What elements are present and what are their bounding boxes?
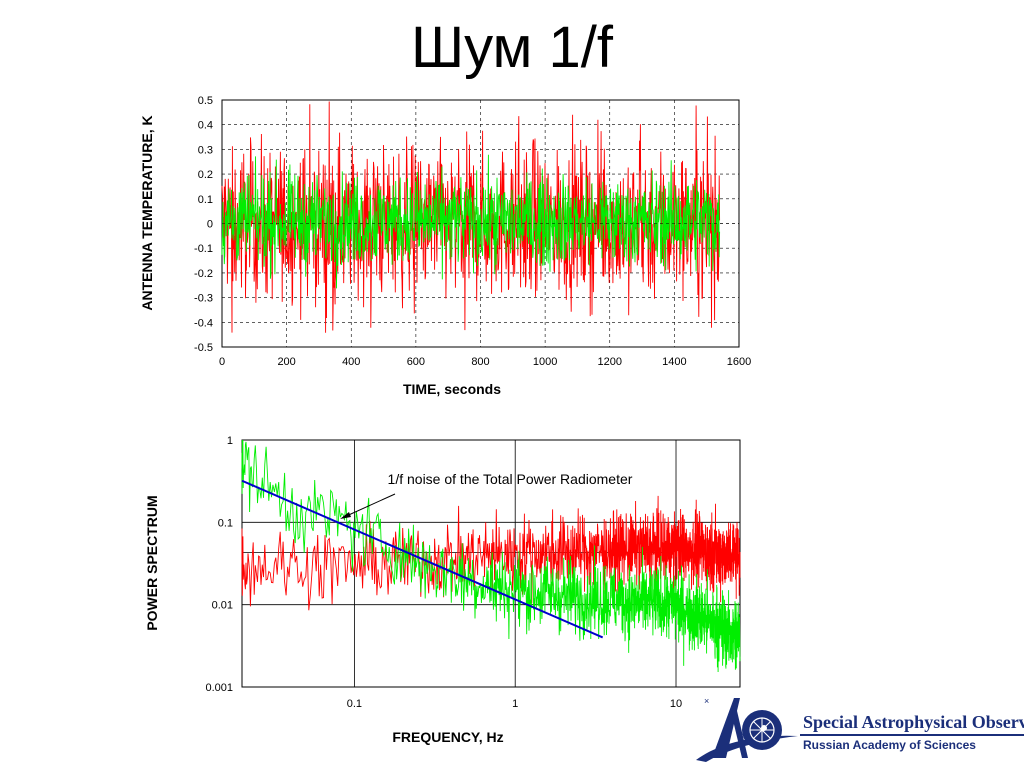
- time-series-chart: 0 200 400 600 800 1000 1200 1400 1600 0.5 0.4 0.3 0.…: [139, 95, 751, 397]
- y-tick-label: -0.1: [194, 243, 213, 255]
- power-spectrum-y-label: POWER SPECTRUM: [144, 495, 160, 630]
- y-tick-label: 0.3: [198, 144, 213, 156]
- power-spectrum-annotation: 1/f noise of the Total Power Radiometer: [388, 471, 633, 487]
- y-tick-label: 0.001: [205, 682, 233, 694]
- x-tick-label: 800: [471, 356, 489, 368]
- x-tick-label: 0.1: [347, 698, 362, 710]
- x-tick-label: 1400: [662, 356, 686, 368]
- y-tick-label: 0.01: [212, 600, 233, 612]
- x-tick-label: 10: [670, 698, 682, 710]
- slide-title: Шум 1/f: [411, 15, 613, 80]
- y-tick-label: 0.4: [198, 120, 213, 132]
- signal-spectrum-line: [241, 495, 741, 611]
- power-spectrum-data: [241, 439, 741, 673]
- y-tick-label: -0.4: [194, 317, 213, 329]
- y-tick-label: 1: [227, 435, 233, 447]
- y-tick-label: 0: [207, 219, 213, 231]
- logo-org-name: Special Astrophysical Observatory: [803, 712, 1024, 732]
- y-tick-label: 0.1: [218, 517, 233, 529]
- sao-emblem-icon: ×: [696, 696, 798, 762]
- power-spectrum-chart: 0.1 1 10 1 0.1 0.01 0.001 1/f noise of the Tot…: [144, 435, 741, 745]
- x-tick-label: 1: [512, 698, 518, 710]
- reference-series-line: [221, 154, 721, 289]
- logo-org-subtitle: Russian Academy of Sciences: [803, 738, 976, 752]
- svg-text:×: ×: [704, 696, 709, 706]
- x-tick-label: 1600: [727, 356, 751, 368]
- reference-spectrum-line: [241, 439, 741, 673]
- x-tick-label: 1000: [533, 356, 557, 368]
- time-series-y-label: ANTENNA TEMPERATURE, K: [139, 115, 155, 310]
- power-spectrum-ticks: 0.1 1 10 1 0.1 0.01 0.001: [205, 435, 682, 710]
- y-tick-label: 0.1: [198, 194, 213, 206]
- logo-divider: [800, 734, 1024, 736]
- y-tick-label: -0.3: [194, 293, 213, 305]
- x-tick-label: 0: [219, 356, 225, 368]
- annotation-arrow: [341, 493, 396, 519]
- time-series-data: [221, 101, 739, 333]
- sao-logo: × Special Astrophysical Observatory Russ…: [690, 690, 1024, 768]
- x-tick-label: 1200: [598, 356, 622, 368]
- annotation-arrowhead: [340, 512, 351, 519]
- y-tick-label: -0.2: [194, 268, 213, 280]
- y-tick-label: -0.5: [194, 342, 213, 354]
- x-tick-label: 600: [407, 356, 425, 368]
- y-tick-label: 0.5: [198, 95, 213, 107]
- x-tick-label: 400: [342, 356, 360, 368]
- time-series-ticks: 0 200 400 600 800 1000 1200 1400 1600 0.5 0.4 0.3 0.…: [194, 95, 751, 368]
- x-tick-label: 200: [277, 356, 295, 368]
- y-tick-label: 0.2: [198, 169, 213, 181]
- time-series-x-label: TIME, seconds: [403, 381, 501, 397]
- power-spectrum-x-label: FREQUENCY, Hz: [392, 729, 503, 745]
- one-over-f-fit-line: [241, 479, 604, 639]
